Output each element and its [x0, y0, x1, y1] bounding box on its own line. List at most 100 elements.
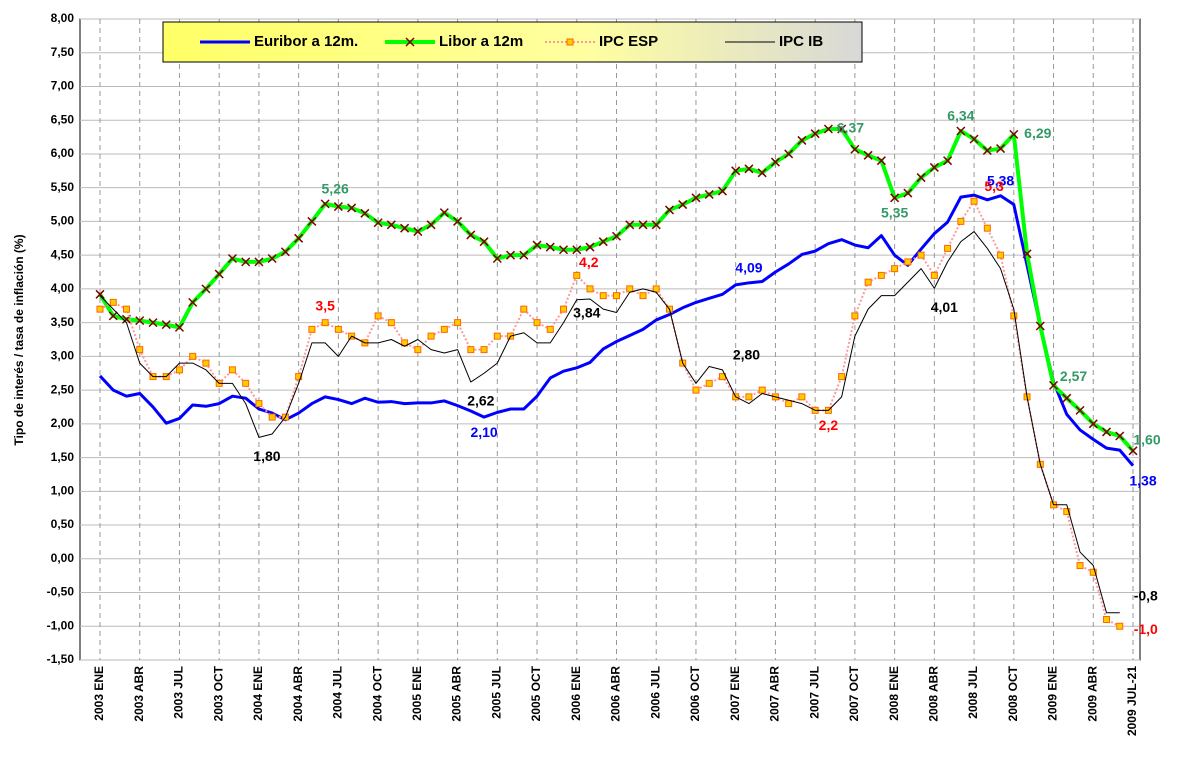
x-tick-label: 2009 ABR — [1085, 666, 1099, 722]
x-tick-label: 2007 ABR — [768, 666, 782, 722]
marker — [1075, 405, 1085, 415]
marker — [1088, 419, 1098, 429]
marker — [148, 318, 158, 328]
marker — [944, 244, 952, 252]
marker — [611, 231, 622, 241]
marker — [625, 220, 635, 230]
data-label: 3,5 — [315, 297, 335, 313]
marker — [890, 193, 900, 203]
marker — [374, 312, 382, 320]
series-line — [98, 193, 1135, 467]
legend-marker — [405, 37, 415, 47]
data-label: 6,34 — [947, 108, 974, 124]
marker — [956, 126, 966, 136]
data-label: -1,0 — [1134, 621, 1158, 637]
marker — [903, 188, 913, 198]
marker — [930, 271, 938, 279]
x-tick-label: 2005 JUL — [489, 666, 503, 719]
marker — [413, 227, 423, 237]
marker — [691, 193, 701, 203]
marker — [506, 250, 516, 260]
data-label: 1,60 — [1133, 432, 1160, 448]
y-tick-label: 2,00 — [51, 416, 75, 430]
legend-label: IPC IB — [779, 33, 823, 50]
marker — [891, 265, 899, 273]
marker — [533, 319, 541, 327]
marker — [546, 325, 554, 333]
marker — [188, 297, 198, 307]
data-label: 4,01 — [931, 299, 958, 315]
legend-label: Euribor a 12m. — [254, 33, 358, 50]
x-tick-label: 2004 ENE — [251, 666, 265, 721]
marker — [757, 168, 767, 178]
x-tick-label: 2008 ABR — [927, 666, 941, 722]
marker — [347, 203, 357, 213]
marker — [308, 325, 316, 333]
marker — [599, 292, 607, 300]
marker — [453, 216, 463, 226]
data-label: 2,57 — [1060, 368, 1087, 384]
marker — [136, 346, 144, 354]
marker — [386, 220, 396, 230]
marker — [467, 346, 475, 354]
x-tick-label: 2007 ENE — [728, 666, 742, 721]
marker — [1063, 508, 1071, 516]
data-label: 5,38 — [987, 172, 1014, 188]
marker — [1101, 427, 1112, 437]
marker — [1009, 129, 1019, 139]
marker — [387, 319, 395, 327]
x-tick-label: 2006 ENE — [569, 666, 583, 721]
y-tick-label: -1,00 — [47, 618, 75, 632]
marker — [929, 162, 939, 172]
data-label: 2,2 — [819, 417, 839, 433]
y-tick-label: -1,50 — [47, 652, 75, 666]
marker — [558, 245, 569, 255]
marker — [228, 366, 236, 374]
marker — [744, 164, 754, 174]
marker — [334, 325, 342, 333]
x-tick-label: 2004 ABR — [291, 666, 305, 722]
x-tick-label: 2006 OCT — [688, 665, 702, 721]
marker — [943, 156, 953, 166]
marker — [745, 393, 753, 401]
series-line — [99, 231, 1120, 614]
marker — [586, 285, 594, 293]
marker — [758, 386, 766, 394]
data-label: 6,29 — [1024, 125, 1051, 141]
marker — [1128, 446, 1138, 456]
marker — [652, 285, 660, 293]
x-tick-label: 2004 JUL — [331, 666, 345, 719]
x-tick-label: 2007 OCT — [847, 665, 861, 721]
marker — [1062, 393, 1072, 403]
marker — [320, 199, 330, 209]
marker — [255, 400, 263, 408]
x-tick-label: 2009 ENE — [1046, 666, 1060, 721]
data-label: 1,80 — [253, 448, 280, 464]
x-tick-label: 2008 OCT — [1006, 665, 1020, 721]
x-tick-label: 2003 OCT — [211, 665, 225, 721]
y-tick-label: 7,50 — [51, 45, 75, 59]
legend-label: Libor a 12m — [439, 33, 523, 50]
marker — [560, 305, 568, 313]
x-tick-label: 2005 OCT — [529, 665, 543, 721]
marker — [440, 325, 448, 333]
x-tick-label: 2003 JUL — [172, 666, 186, 719]
marker — [864, 278, 872, 286]
y-tick-label: 3,00 — [51, 349, 75, 363]
legend-marker — [566, 38, 574, 46]
marker — [626, 285, 634, 293]
marker — [1103, 616, 1111, 624]
marker — [784, 149, 794, 159]
marker — [466, 230, 476, 240]
marker — [479, 237, 489, 247]
marker — [1022, 249, 1032, 259]
marker — [202, 359, 210, 367]
y-tick-label: 6,50 — [51, 112, 75, 126]
marker — [1115, 431, 1125, 441]
marker — [1116, 622, 1124, 630]
marker — [227, 254, 237, 264]
marker — [519, 250, 529, 260]
marker — [426, 220, 436, 230]
marker — [598, 237, 608, 247]
